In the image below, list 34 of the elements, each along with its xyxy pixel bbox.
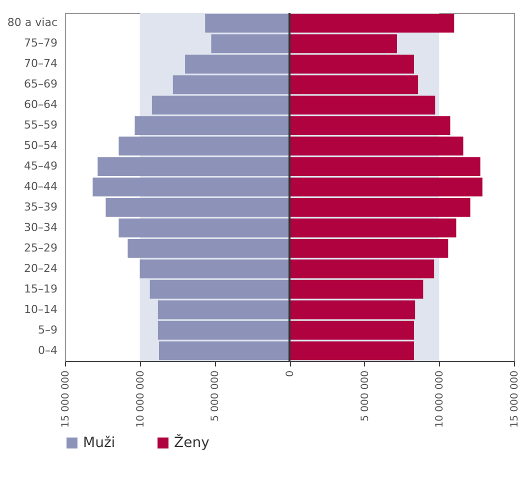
y-tick-label: 0–4	[38, 344, 58, 357]
y-tick-label: 35–39	[24, 200, 58, 214]
bar	[290, 34, 397, 54]
y-tick-label: 15–19	[24, 282, 58, 296]
bar	[211, 34, 290, 54]
y-tick-label: 80 a viac	[7, 16, 58, 30]
y-tick-label: 55–59	[24, 118, 58, 132]
x-tick-label: 0	[285, 370, 296, 377]
bar	[290, 341, 414, 360]
x-tick-label: 5 000 000	[210, 370, 222, 422]
y-tick-label: 70–74	[24, 57, 58, 70]
y-tick-label: 40–44	[24, 180, 58, 193]
x-tick-label: 15 000 000	[60, 370, 72, 428]
y-tick-label: 30–34	[24, 220, 58, 234]
y-tick-label: 25–29	[24, 241, 58, 254]
x-tick-label: 10 000 000	[135, 370, 146, 428]
legend-label: Muži	[83, 435, 116, 451]
bar	[158, 341, 290, 360]
y-tick-label: 50–54	[24, 139, 58, 152]
x-tick-label: 15 000 000	[510, 370, 520, 428]
y-tick-label: 45–49	[24, 160, 58, 173]
bar	[290, 320, 414, 340]
legend-label: Ženy	[174, 434, 210, 451]
y-tick-label: 20–24	[24, 262, 58, 275]
y-tick-label: 75–79	[24, 36, 58, 50]
y-tick-label: 65–69	[24, 78, 58, 91]
y-tick-label: 5–9	[38, 323, 58, 336]
bar	[158, 320, 290, 340]
bar	[290, 14, 454, 33]
bar	[205, 14, 290, 33]
y-tick-label: 10–14	[24, 302, 58, 316]
y-tick-label: 60–64	[24, 98, 58, 112]
x-tick-label: 10 000 000	[434, 370, 446, 428]
x-tick-label: 5 000 000	[360, 370, 371, 422]
